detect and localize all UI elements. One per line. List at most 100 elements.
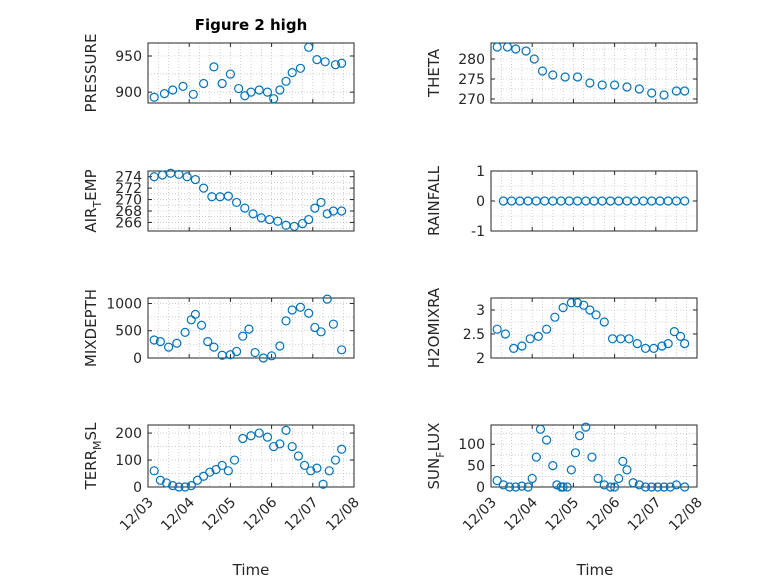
y-tick-label: 100 — [115, 453, 142, 469]
data-point — [605, 482, 616, 492]
y-tick-label: 200 — [115, 426, 142, 442]
data-point — [209, 342, 219, 352]
data-point — [632, 339, 642, 349]
data-point — [306, 466, 316, 476]
y-tick-label: 0 — [476, 194, 485, 210]
data-point — [562, 482, 572, 492]
data-point — [649, 343, 659, 353]
data-point — [548, 461, 558, 471]
x-tick-label: 12/04 — [501, 494, 541, 534]
data-point — [523, 482, 533, 492]
data-point — [599, 317, 609, 327]
data-point — [209, 62, 219, 72]
data-point — [281, 76, 291, 86]
data-point — [558, 482, 568, 492]
x-axis-label-right: Time — [576, 561, 614, 579]
y-axis-label: H2OMIXRA — [425, 287, 443, 368]
y-tick-label: 270 — [115, 193, 142, 209]
data-point — [231, 346, 242, 357]
axes-box — [147, 170, 355, 232]
axes-box — [147, 424, 355, 488]
data-point — [533, 331, 543, 341]
data-point — [591, 310, 601, 320]
y-tick-label: 0 — [476, 480, 485, 496]
y-tick-label: 272 — [115, 181, 142, 197]
data-point — [640, 482, 651, 492]
data-point — [159, 89, 170, 99]
data-point — [566, 298, 576, 308]
data-point — [205, 467, 215, 477]
y-tick-label: 0 — [133, 480, 142, 496]
data-point — [680, 86, 690, 96]
data-point — [593, 473, 603, 484]
data-point — [262, 432, 273, 442]
y-tick-label: 900 — [115, 85, 142, 101]
data-point — [293, 451, 303, 461]
data-point — [585, 78, 595, 88]
data-point — [566, 465, 576, 475]
data-point — [267, 351, 277, 361]
data-point — [579, 300, 589, 310]
x-tick-label: 12/04 — [158, 494, 198, 534]
x-tick-label: 12/06 — [241, 494, 281, 534]
y-tick-label: 0 — [133, 351, 142, 367]
subplot-h2omixra: 2 2.5 3 H2OMIXRA — [425, 287, 698, 368]
y-tick-label: 500 — [115, 324, 142, 340]
subplot-pressure: 900 950 PRESSURE — [82, 34, 355, 112]
subplot-theta: 270 275 280 THETA — [425, 42, 698, 108]
data-point — [607, 334, 618, 344]
data-point — [624, 334, 634, 344]
data-point — [517, 341, 527, 351]
data-point — [316, 197, 326, 208]
data-point — [529, 54, 539, 64]
y-tick-label: 1000 — [106, 296, 142, 312]
data-point — [509, 343, 519, 353]
data-point — [229, 455, 240, 465]
data-point — [264, 214, 275, 225]
data-point — [628, 478, 638, 488]
data-point — [324, 466, 334, 476]
data-point — [149, 92, 159, 102]
data-point — [659, 482, 669, 492]
data-point — [188, 89, 198, 99]
y-tick-label: 1 — [476, 164, 485, 180]
data-point — [675, 331, 686, 341]
data-point — [240, 203, 250, 213]
data-point — [295, 302, 306, 312]
data-point — [653, 482, 663, 492]
y-axis-label: AIRTEMP — [82, 169, 104, 232]
x-tick-label: 12/07 — [625, 495, 665, 535]
y-tick-label: 274 — [115, 170, 142, 186]
data-point — [337, 206, 347, 216]
data-point — [550, 312, 560, 322]
data-point — [238, 433, 248, 444]
data-point — [634, 84, 644, 94]
data-point — [492, 475, 502, 486]
data-point — [168, 481, 178, 491]
data-point — [548, 70, 558, 80]
x-tick-label: 12/03 — [460, 495, 500, 535]
data-point — [622, 465, 632, 475]
data-point — [275, 439, 285, 449]
data-point — [287, 305, 297, 315]
data-point — [155, 337, 165, 347]
data-point — [186, 315, 196, 325]
y-axis-label: TERRMSL — [82, 422, 104, 491]
data-point — [182, 172, 192, 182]
data-point — [299, 460, 310, 471]
data-point — [174, 482, 184, 492]
data-point — [521, 46, 531, 56]
data-point — [572, 298, 583, 308]
subplot-mixdepth: 0 500 1000 MIXDEPTH — [82, 289, 355, 367]
data-point — [254, 428, 264, 438]
x-tick-label: 12/06 — [584, 494, 624, 534]
x-tick-label: 12/08 — [666, 495, 706, 535]
data-point — [304, 42, 314, 52]
y-tick-label: 275 — [458, 72, 485, 88]
data-point — [199, 183, 209, 193]
data-point — [178, 81, 188, 91]
data-point — [657, 341, 667, 351]
data-point — [166, 168, 176, 178]
y-tick-label: 2 — [476, 351, 485, 367]
